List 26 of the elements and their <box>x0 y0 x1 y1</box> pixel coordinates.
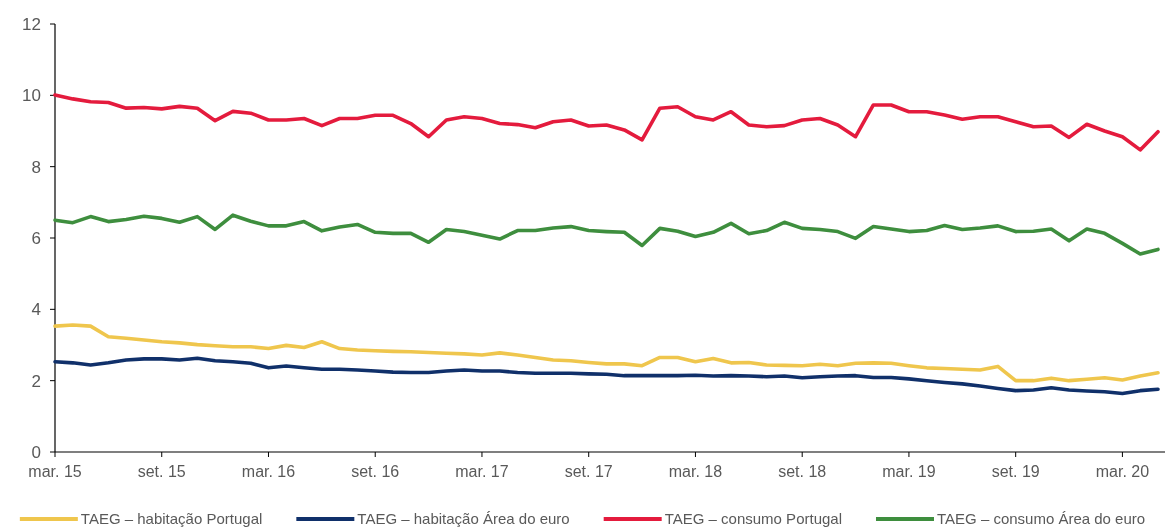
y-tick-label: 12 <box>22 14 41 34</box>
y-tick-label: 0 <box>31 442 41 462</box>
x-tick-label: mar. 19 <box>882 463 936 480</box>
x-tick-label: set. 17 <box>564 463 613 480</box>
legend-label: TAEG – habitação Portugal <box>80 510 263 528</box>
line-series <box>53 356 1160 396</box>
line-series <box>53 93 1160 152</box>
line-series <box>53 323 1160 383</box>
line-series <box>53 213 1160 256</box>
y-tick-label: 8 <box>31 157 41 177</box>
x-tick-label: mar. 15 <box>28 463 82 480</box>
legend-label: TAEG – habitação Área do euro <box>357 510 570 528</box>
y-tick-label: 10 <box>22 86 41 106</box>
legend-label: TAEG – consumo Portugal <box>664 510 842 528</box>
y-tick-label: 2 <box>31 371 41 391</box>
x-tick-label: set. 18 <box>778 463 827 480</box>
x-tick-label: set. 16 <box>351 463 400 480</box>
x-tick-label: set. 19 <box>991 463 1040 480</box>
x-tick-label: mar. 17 <box>455 463 509 480</box>
x-tick-label: mar. 18 <box>668 463 723 480</box>
legend-label: TAEG – consumo Área do euro <box>936 510 1146 528</box>
y-tick-label: 4 <box>31 300 41 320</box>
x-tick-label: mar. 20 <box>1095 463 1150 480</box>
y-tick-label: 6 <box>31 228 41 248</box>
x-tick-label: mar. 16 <box>241 463 296 480</box>
x-tick-label: set. 15 <box>137 463 186 480</box>
